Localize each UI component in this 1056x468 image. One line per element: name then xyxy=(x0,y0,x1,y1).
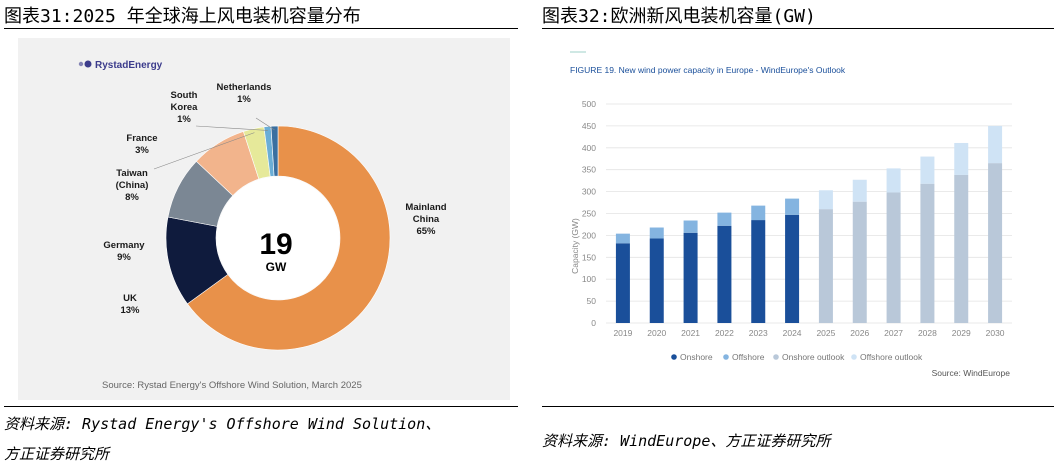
donut-label-uk: 13% xyxy=(120,305,140,316)
bar-onshore-outlook-2025 xyxy=(818,209,833,323)
x-tick-label: 2024 xyxy=(783,328,802,338)
bar-offshore-outlook-2030 xyxy=(988,125,1003,164)
y-tick-label: 450 xyxy=(582,121,596,131)
donut-label-germany: Germany xyxy=(103,240,145,251)
donut-leader-line xyxy=(153,132,255,170)
y-tick-label: 300 xyxy=(582,187,596,197)
bar-onshore-2021 xyxy=(683,232,698,323)
donut-label-netherlands: 1% xyxy=(237,94,251,105)
donut-hole xyxy=(216,176,340,300)
x-tick-label: 2030 xyxy=(986,328,1005,338)
right-title-rule xyxy=(542,28,1054,29)
x-tick-label: 2026 xyxy=(850,328,869,338)
bar-onshore-outlook-2028 xyxy=(920,183,935,323)
bar-onshore-outlook-2030 xyxy=(988,163,1003,323)
legend-swatch-icon xyxy=(723,354,729,360)
legend-swatch-icon xyxy=(851,354,857,360)
bar-onshore-2022 xyxy=(717,225,732,323)
bar-offshore-2019 xyxy=(615,233,630,244)
bar-offshore-2022 xyxy=(717,212,732,226)
x-tick-label: 2022 xyxy=(715,328,734,338)
donut-label-taiwan-china-: 8% xyxy=(125,192,139,203)
donut-label-france: 3% xyxy=(135,145,149,156)
bar-offshore-2023 xyxy=(751,205,766,221)
x-tick-label: 2025 xyxy=(816,328,835,338)
bar-offshore-2020 xyxy=(649,227,664,239)
bar-y-axis-label: Capacity (GW) xyxy=(570,218,580,274)
bar-offshore-outlook-2025 xyxy=(818,190,833,210)
bar-offshore-outlook-2026 xyxy=(852,179,867,202)
x-tick-label: 2028 xyxy=(918,328,937,338)
x-tick-label: 2019 xyxy=(613,328,632,338)
donut-center-value: 19 xyxy=(259,228,292,261)
right-footer: 资料来源: WindEurope、方正证券研究所 xyxy=(542,432,831,450)
bar-chart: FIGURE 19. New wind power capacity in Eu… xyxy=(570,51,1012,378)
y-tick-label: 100 xyxy=(582,274,596,284)
donut-label-germany: 9% xyxy=(117,252,131,263)
donut-chart-panel: RystadEnergy Mainland China 65% UK 13% German… xyxy=(18,38,510,400)
donut-label-mainland-china: Mainland xyxy=(405,202,446,213)
right-panel-title: 图表32:欧洲新风电装机容量(GW) xyxy=(542,6,816,27)
donut-label-france: France xyxy=(126,133,157,144)
donut-leader-line xyxy=(255,117,275,131)
y-tick-label: 250 xyxy=(582,209,596,219)
x-tick-label: 2020 xyxy=(647,328,666,338)
donut-label-taiwan-china-: Taiwan xyxy=(116,168,148,179)
y-tick-label: 0 xyxy=(591,318,596,328)
donut-label-netherlands: Netherlands xyxy=(217,82,272,93)
rystad-logo-text: RystadEnergy xyxy=(95,60,163,71)
donut-label-south-korea: South xyxy=(171,90,198,101)
donut-label-mainland-china: 65% xyxy=(416,226,436,237)
donut-center-unit: GW xyxy=(266,260,287,274)
donut-label-mainland-china: China xyxy=(413,214,440,225)
donut-label-south-korea: 1% xyxy=(177,114,191,125)
bar-source-note: Source: WindEurope xyxy=(932,368,1011,378)
y-tick-label: 150 xyxy=(582,252,596,262)
donut-source-note: Source: Rystad Energy's Offshore Wind So… xyxy=(102,380,362,391)
bar-onshore-2024 xyxy=(785,214,800,323)
bar-offshore-outlook-2029 xyxy=(954,142,969,175)
rystad-logo-icon: RystadEnergy xyxy=(78,60,163,71)
x-tick-label: 2029 xyxy=(952,328,971,338)
legend-label: Offshore xyxy=(732,352,765,362)
left-panel-title: 图表31:2025 年全球海上风电装机容量分布 xyxy=(4,6,361,27)
donut-label-south-korea: Korea xyxy=(171,102,199,113)
bar-onshore-outlook-2029 xyxy=(954,174,969,323)
bar-chart-panel: FIGURE 19. New wind power capacity in Eu… xyxy=(542,38,1052,400)
legend-swatch-icon xyxy=(773,354,779,360)
bar-onshore-outlook-2026 xyxy=(852,201,867,323)
left-title-rule xyxy=(4,28,518,29)
bar-offshore-outlook-2027 xyxy=(886,168,901,193)
bar-offshore-2021 xyxy=(683,220,698,233)
bar-offshore-outlook-2028 xyxy=(920,156,935,184)
donut-slice-netherlands xyxy=(270,125,279,177)
donut-slice-mainland-china xyxy=(186,125,391,351)
legend-swatch-icon xyxy=(671,354,677,360)
y-tick-label: 50 xyxy=(587,296,597,306)
donut-label-taiwan-china-: (China) xyxy=(116,180,149,191)
x-tick-label: 2021 xyxy=(681,328,700,338)
bar-offshore-2024 xyxy=(785,198,800,215)
donut-leader-line xyxy=(195,125,268,131)
right-bottom-rule xyxy=(542,406,1054,407)
donut-label-uk: UK xyxy=(123,293,137,304)
legend-label: Onshore outlook xyxy=(782,352,845,362)
legend-label: Offshore outlook xyxy=(860,352,923,362)
y-tick-label: 400 xyxy=(582,143,596,153)
x-tick-label: 2023 xyxy=(749,328,768,338)
left-footer-line1: 资料来源: Rystad Energy's Offshore Wind Solu… xyxy=(4,415,441,433)
x-tick-label: 2027 xyxy=(884,328,903,338)
y-tick-label: 200 xyxy=(582,230,596,240)
legend-label: Onshore xyxy=(680,352,713,362)
bar-onshore-2019 xyxy=(615,243,630,323)
y-tick-label: 500 xyxy=(582,99,596,109)
left-bottom-rule xyxy=(4,406,518,407)
y-tick-label: 350 xyxy=(582,165,596,175)
bar-onshore-2023 xyxy=(751,220,766,323)
bar-onshore-outlook-2027 xyxy=(886,192,901,323)
left-footer-line2: 方正证券研究所 xyxy=(4,445,110,463)
bar-chart-title: FIGURE 19. New wind power capacity in Eu… xyxy=(570,65,846,75)
bar-onshore-2020 xyxy=(649,238,664,323)
